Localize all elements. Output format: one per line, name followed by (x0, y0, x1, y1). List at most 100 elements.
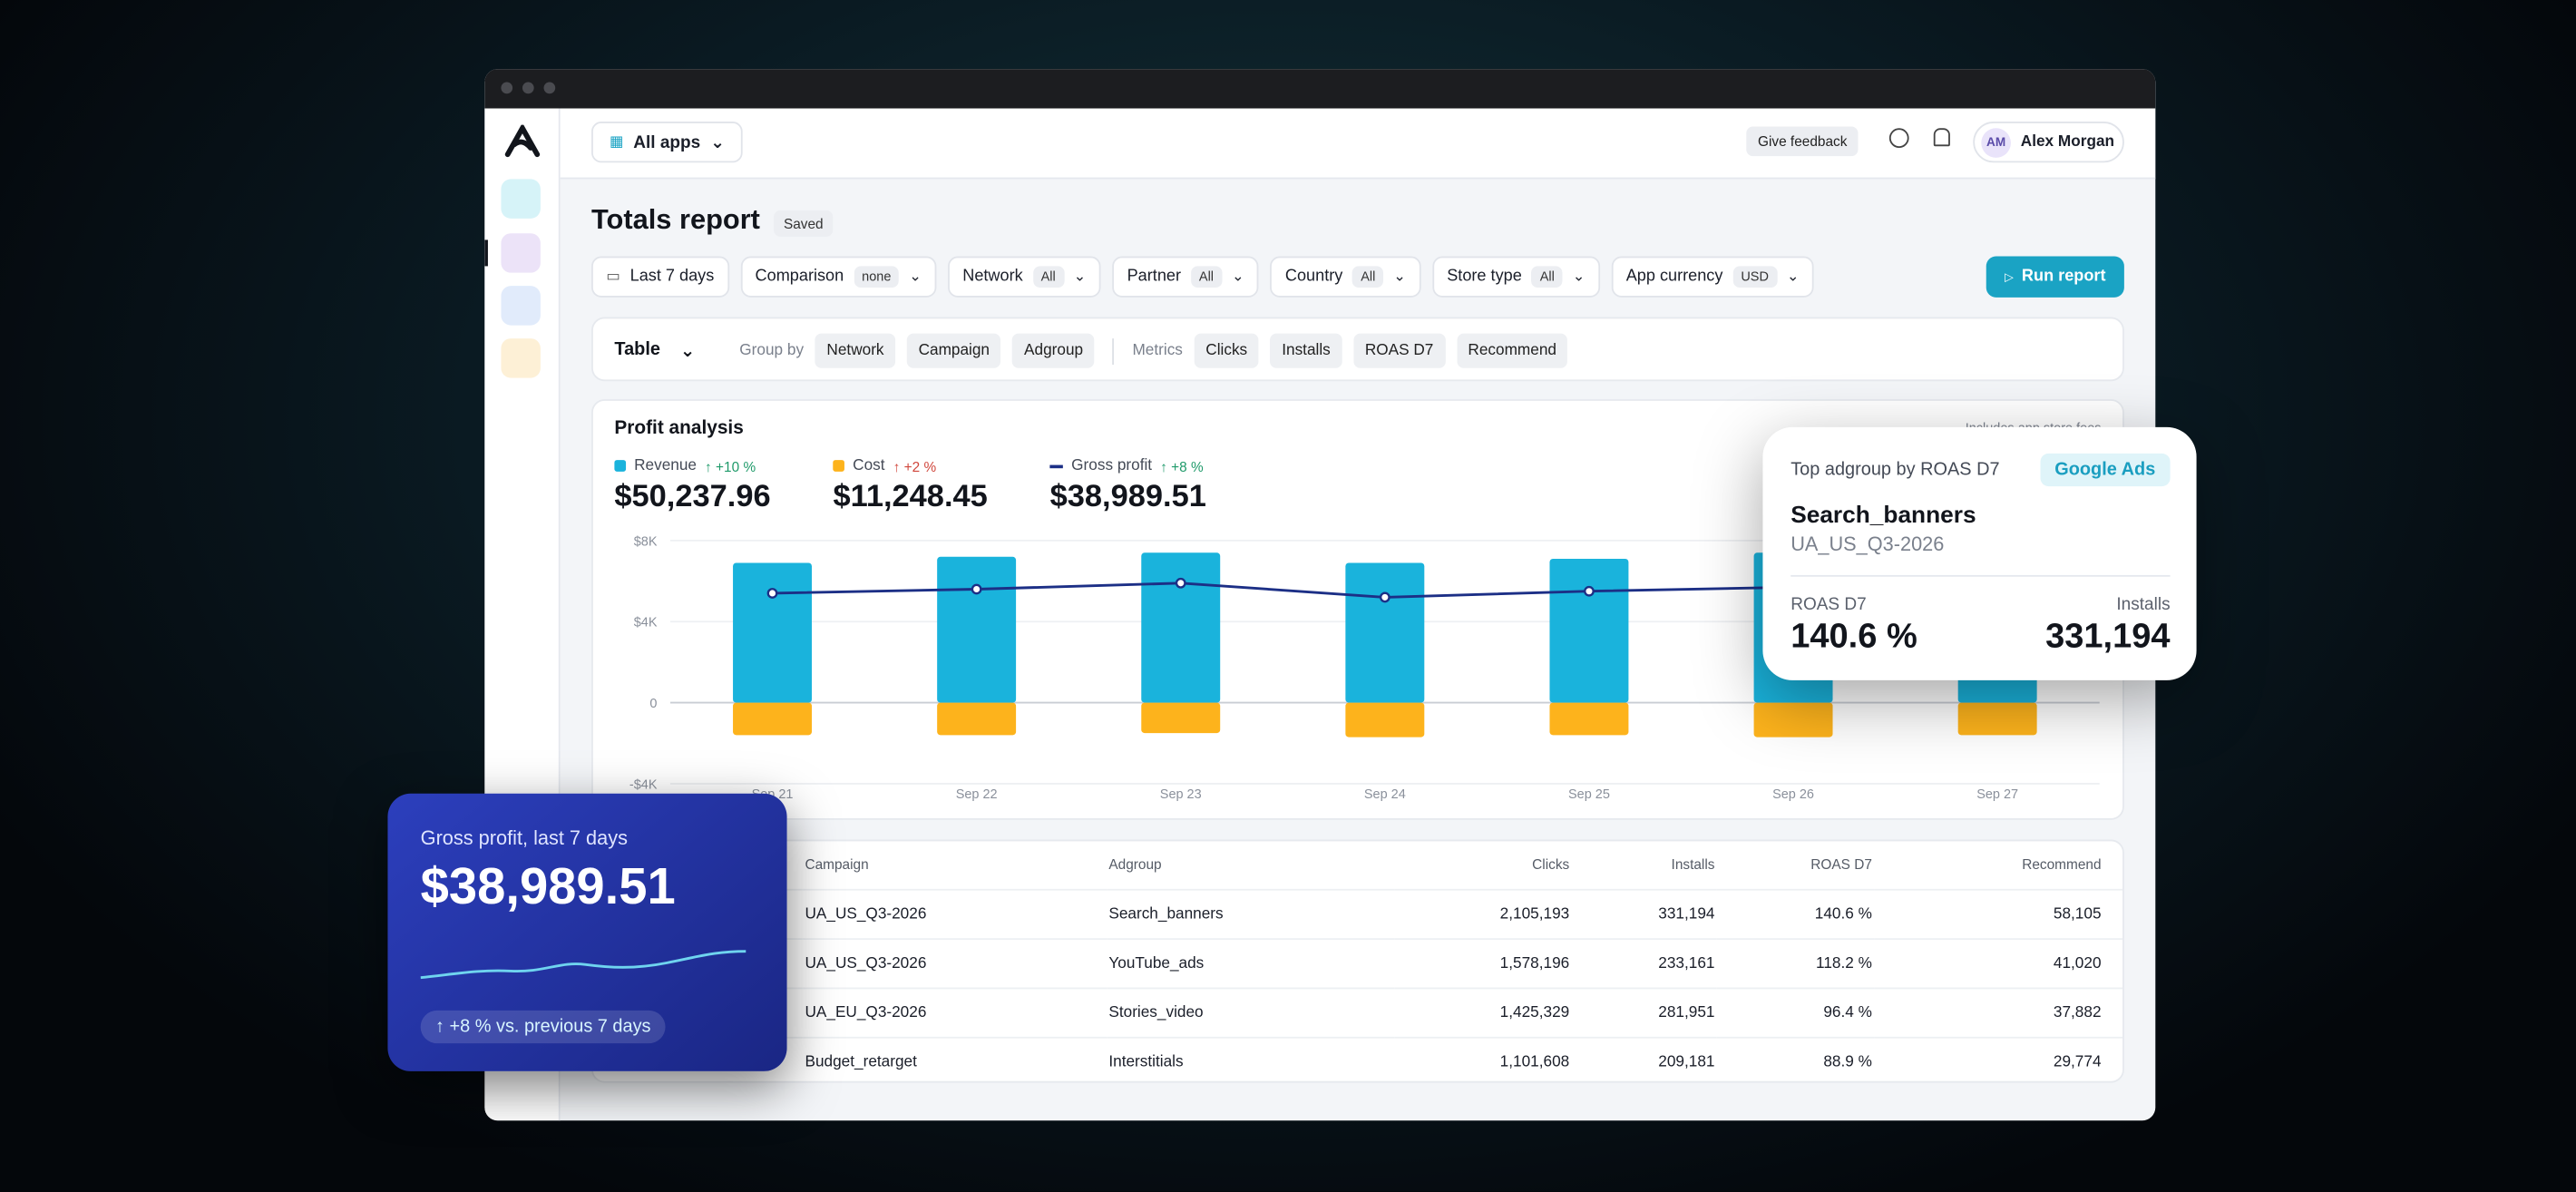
legend-total: $38,989.51 (1049, 479, 1206, 514)
metric-chip[interactable]: ROAS D7 (1353, 333, 1446, 368)
metric-label: ROAS D7 (1791, 594, 1867, 615)
view-label: Table (614, 339, 660, 360)
nav-dashboard[interactable] (501, 179, 541, 219)
data-table: Campaign Adgroup Clicks Installs ROAS D7 Reco… (592, 841, 2123, 1086)
x-tick-label: Sep 23 (1160, 787, 1202, 802)
legend-total: $50,237.96 (614, 479, 771, 514)
popover-campaign: UA_US_Q3-2026 (1791, 532, 1945, 556)
filter-label: Comparison (755, 268, 844, 287)
legend-change: ↑ +10 % (705, 457, 756, 474)
calendar-icon: ▭ (606, 268, 620, 285)
filter-label: Country (1284, 268, 1343, 287)
legend-change: ↑ +2 % (893, 457, 937, 474)
up-arrow: ↑ (1160, 457, 1172, 474)
help-icon[interactable] (1888, 128, 1909, 149)
table-cell: Interstitials (1108, 1052, 1184, 1071)
legend-swatch (833, 460, 845, 472)
chevron: ⌄ (909, 268, 922, 285)
filter-button[interactable]: Country All ⌄ (1270, 256, 1421, 298)
bar (1345, 702, 1425, 738)
table-header-row: Campaign Adgroup Clicks Installs ROAS D7 Reco… (593, 841, 2122, 889)
table-cell: 1,101,608 (1499, 1052, 1570, 1071)
filter-value: All (1531, 266, 1563, 288)
filter-label: Partner (1127, 268, 1181, 287)
table-cell: 96.4 % (1823, 1002, 1872, 1021)
sparkline (420, 950, 746, 980)
table-cell: 281,951 (1658, 1002, 1715, 1021)
chevron: ⌄ (1231, 268, 1244, 285)
bar (1141, 702, 1221, 734)
filter-button[interactable]: Comparison none ⌄ (740, 256, 937, 298)
app-switcher[interactable]: ▦ All apps ⌄ (591, 122, 743, 163)
chevron: ⌄ (710, 132, 726, 152)
filter-button[interactable]: Store type All ⌄ (1431, 256, 1600, 298)
table-header-cell: Adgroup (1108, 856, 1162, 874)
metric-chip[interactable]: Clicks (1194, 333, 1259, 368)
chevron: ⌄ (1393, 268, 1406, 285)
x-tick-label: Sep 27 (1976, 787, 2018, 802)
filter-label: Last 7 days (629, 268, 715, 287)
table-row[interactable]: UA_EU_Q3-2026 Stories_video 1,425,329 281,9… (592, 987, 2123, 1037)
nav-favorites[interactable] (501, 338, 541, 378)
toolbar-row: Table ⌄ Group by Network Campaign Adgroup Metr… (614, 333, 1568, 368)
nav-active-indicator (484, 239, 488, 267)
group-chip[interactable]: Network (815, 333, 896, 368)
chevron: ⌄ (1572, 268, 1586, 285)
table-cell: UA_US_Q3-2026 (805, 953, 927, 972)
table-header-cell: Clicks (1532, 856, 1570, 874)
nav-automation[interactable] (501, 286, 541, 326)
logo (504, 124, 541, 158)
table-row[interactable]: UA_US_Q3-2026 Search_banners 2,105,193 331,… (592, 888, 2123, 938)
notifications-icon[interactable] (1933, 128, 1950, 147)
x-tick-label: Sep 24 (1364, 787, 1406, 802)
table-cell: 29,774 (2053, 1052, 2102, 1071)
table-row[interactable]: Budget_retarget Interstitials 1,101,608 209… (592, 1036, 2123, 1086)
summary-title: Gross profit, last 7 days (420, 826, 628, 850)
filter-label: Network (962, 268, 1023, 287)
metrics-label: Metrics (1132, 341, 1183, 360)
legend-name: Cost (853, 456, 885, 475)
legend-item: Revenue ↑ +10 % $50,237.96 (614, 457, 771, 516)
table-cell: Budget_retarget (805, 1052, 917, 1071)
run-report-label: Run report (2021, 268, 2106, 287)
play-icon: ▷ (2005, 271, 2014, 284)
y-tick-label: -$4K (629, 777, 658, 792)
table-cell: UA_US_Q3-2026 (805, 904, 927, 923)
bar (1549, 558, 1629, 703)
nav-reports[interactable] (501, 233, 541, 273)
group-label: Group by (739, 341, 805, 360)
metric-chip[interactable]: Installs (1270, 333, 1342, 368)
user-menu[interactable]: AM Alex Morgan (1973, 122, 2124, 163)
table-cell: 1,425,329 (1499, 1002, 1570, 1021)
feedback-button[interactable]: Give feedback (1746, 126, 1859, 157)
group-chip[interactable]: Campaign (906, 333, 1001, 368)
filter-button[interactable]: Partner All ⌄ (1112, 256, 1259, 298)
table-cell: Stories_video (1108, 1002, 1204, 1021)
table-cell: 2,105,193 (1499, 904, 1570, 923)
metric-chip[interactable]: Recommend (1456, 333, 1568, 368)
legend-change-text: +2 % (903, 457, 937, 474)
filter-button[interactable]: ▭ Last 7 days (591, 256, 729, 298)
metric-label: Installs (2116, 594, 2171, 615)
run-report-button[interactable]: ▷ Run report (1986, 256, 2124, 298)
table-cell: Search_banners (1108, 904, 1224, 923)
x-tick-label: Sep 25 (1568, 787, 1610, 802)
legend-swatch (1049, 464, 1064, 468)
chevron: ⌄ (679, 341, 696, 362)
filter-label: App currency (1625, 268, 1723, 287)
filter-value: none (854, 266, 900, 288)
y-tick-label: $8K (634, 534, 658, 549)
top-bar: ▦ All apps ⌄ Give feedback AM Alex Morgan (560, 108, 2156, 180)
metric-value: 140.6 % (1791, 618, 1917, 656)
window-dot (543, 82, 556, 94)
filter-button[interactable]: Network All ⌄ (947, 256, 1101, 298)
chart-title: Profit analysis (614, 418, 744, 439)
group-chip[interactable]: Adgroup (1012, 333, 1095, 368)
app-switcher-label: All apps (633, 132, 701, 152)
popover-adgroup: Search_banners (1791, 503, 1976, 530)
window-dot (522, 82, 534, 94)
view-select[interactable]: Table ⌄ (614, 340, 695, 362)
up-arrow: ↑ (893, 457, 904, 474)
filter-button[interactable]: App currency USD ⌄ (1611, 256, 1814, 298)
table-row[interactable]: UA_US_Q3-2026 YouTube_ads 1,578,196 233,161… (592, 938, 2123, 987)
